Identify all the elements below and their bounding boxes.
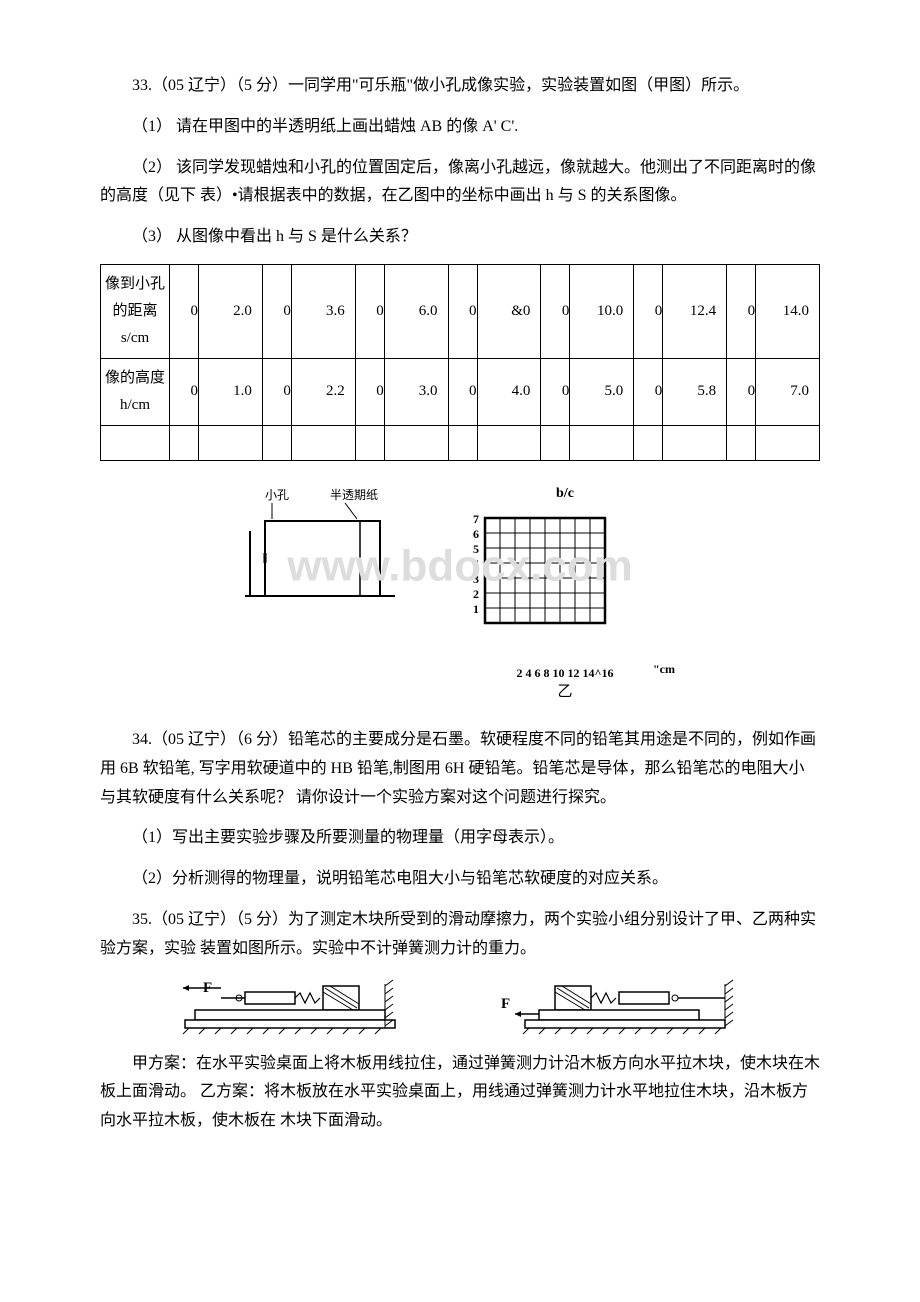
cell: 3.6 xyxy=(291,264,355,358)
q33-p1: （1） 请在甲图中的半透明纸上画出蜡烛 AB 的像 A' C'. xyxy=(100,113,820,142)
row2-label: 像的高度h/cm xyxy=(101,358,170,425)
fig-jia: 小孔 半透期纸 xyxy=(245,481,415,631)
cell: 7.0 xyxy=(756,358,820,425)
cell: 14.0 xyxy=(756,264,820,358)
fig-q35-yi: F xyxy=(495,978,745,1036)
label-hole: 小孔 xyxy=(265,488,289,502)
cell: 5.0 xyxy=(570,358,634,425)
q33-table: 像到小孔的距离s/cm 02.0 03.6 06.0 0&0 010.0 012… xyxy=(100,264,820,461)
cell: 10.0 xyxy=(570,264,634,358)
yi-caption: 乙 xyxy=(455,679,675,706)
q34-p1: （1）写出主要实验步骤及所要测量的物理量（用字母表示）。 xyxy=(100,824,820,853)
cell: 6.0 xyxy=(384,264,448,358)
svg-text:4: 4 xyxy=(473,557,479,571)
q33-intro: 33.（05 辽宁）（5 分）一同学用"可乐瓶"做小孔成像实验，实验装置如图（甲… xyxy=(100,72,820,101)
q33-p3: （3） 从图像中看出 h 与 S 是什么关系？ xyxy=(100,223,820,252)
label-paper: 半透期纸 xyxy=(330,488,378,502)
q35-plan: 甲方案：在水平实验桌面上将木板用线拉住，通过弹簧测力计沿木板方向水平拉木块，使木… xyxy=(100,1050,820,1136)
cell: 3.0 xyxy=(384,358,448,425)
table-row xyxy=(101,425,820,460)
svg-text:7: 7 xyxy=(473,512,479,526)
table-row: 像到小孔的距离s/cm 02.0 03.6 06.0 0&0 010.0 012… xyxy=(101,264,820,358)
table-row: 像的高度h/cm 01.0 02.2 03.0 04.0 05.0 05.8 0… xyxy=(101,358,820,425)
svg-text:1: 1 xyxy=(473,602,479,616)
cell: 2.0 xyxy=(199,264,263,358)
q34-intro: 34.（05 辽宁）（6 分）铅笔芯的主要成分是石墨。软硬程度不同的铅笔其用途是… xyxy=(100,726,820,812)
yi-xticks: 2 4 6 8 10 12 14^16 xyxy=(517,666,614,680)
yi-grid: 7654321 xyxy=(455,508,675,648)
row1-label: 像到小孔的距离s/cm xyxy=(101,264,170,358)
q33-p2: （2） 该同学发现蜡烛和小孔的位置固定后，像离小孔越远，像就越大。他测出了不同距… xyxy=(100,154,820,212)
fig-q35-jia: F xyxy=(175,978,405,1036)
force-label: F xyxy=(501,996,510,1012)
cell: 1.0 xyxy=(199,358,263,425)
cell: 5.8 xyxy=(663,358,727,425)
svg-text:5: 5 xyxy=(473,542,479,556)
yi-xunit: "cm xyxy=(653,659,675,681)
cell: 12.4 xyxy=(663,264,727,358)
q34-p2: （2）分析测得的物理量，说明铅笔芯电阻大小与铅笔芯软硬度的对应关系。 xyxy=(100,865,820,894)
yi-ylabel: b/c xyxy=(455,481,675,506)
fig-yi: b/c 7654321 2 4 6 8 10 12 14^16 "cm 乙 xyxy=(455,481,675,706)
svg-text:6: 6 xyxy=(473,527,479,541)
cell: 4.0 xyxy=(477,358,541,425)
cell: 2.2 xyxy=(291,358,355,425)
svg-text:2: 2 xyxy=(473,587,479,601)
svg-text:3: 3 xyxy=(473,572,479,586)
cell: &0 xyxy=(477,264,541,358)
q35-intro: 35.（05 辽宁）（5 分）为了测定木块所受到的滑动摩擦力，两个实验小组分别设… xyxy=(100,906,820,964)
